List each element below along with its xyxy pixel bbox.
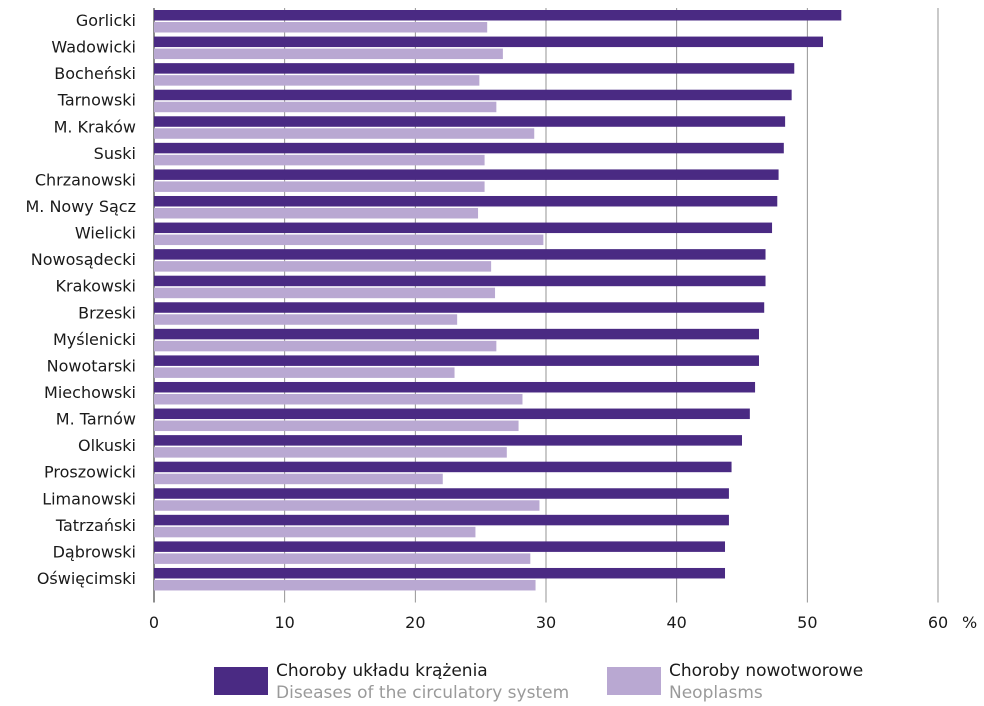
category-label: Miechowski (44, 383, 136, 402)
x-tick-label: 50 (797, 613, 817, 632)
bar-neoplasms (154, 234, 544, 246)
bar-circulatory (154, 541, 726, 552)
bar-circulatory (154, 328, 759, 340)
legend-label-neoplasms: Choroby nowotworowe (669, 661, 864, 681)
category-label: Wielicki (75, 224, 136, 243)
bar-neoplasms (154, 75, 480, 86)
bar-circulatory (154, 195, 778, 207)
bars-group (154, 10, 842, 591)
bar-neoplasms (154, 287, 496, 299)
bar-circulatory (154, 36, 824, 48)
legend-label-circulatory: Choroby układu krążenia (276, 661, 488, 681)
bar-neoplasms (154, 526, 476, 538)
bar-circulatory (154, 461, 732, 473)
legend-item-circulatory: Choroby układu krążenia Diseases of the … (214, 660, 569, 704)
category-label: Limanowski (42, 489, 136, 508)
bar-circulatory (154, 302, 765, 313)
category-label: Myślenicki (53, 330, 136, 349)
bar-neoplasms (154, 340, 497, 352)
category-label: Tarnowski (57, 91, 136, 110)
category-label: Chrzanowski (35, 170, 136, 189)
x-tick-label: 0 (149, 613, 159, 632)
bar-neoplasms (154, 367, 455, 378)
bar-neoplasms (154, 48, 503, 60)
bar-neoplasms (154, 207, 479, 219)
bar-circulatory (154, 63, 795, 74)
bar-circulatory (154, 514, 729, 526)
bar-circulatory (154, 488, 729, 499)
bar-neoplasms (154, 393, 523, 405)
category-label: Olkuski (78, 436, 136, 455)
category-label: Suski (94, 144, 136, 163)
x-tick-label: 60 (928, 613, 948, 632)
bar-neoplasms (154, 420, 519, 432)
category-label: Oświęcimski (37, 569, 136, 588)
bar-circulatory (154, 408, 750, 420)
category-label: M. Tarnów (56, 410, 136, 429)
category-label: Bocheński (54, 64, 136, 83)
x-tick-label: 20 (405, 613, 425, 632)
bar-neoplasms (154, 128, 535, 139)
bar-circulatory (154, 567, 726, 579)
bar-circulatory (154, 169, 779, 180)
bar-circulatory (154, 435, 742, 446)
bar-neoplasms (154, 314, 458, 325)
category-label: Nowosądecki (31, 250, 136, 269)
bar-neoplasms (154, 500, 540, 511)
bar-neoplasms (154, 22, 488, 33)
bar-neoplasms (154, 261, 492, 272)
category-label: M. Nowy Sącz (25, 197, 136, 216)
x-tick-labels: 0 10 20 30 40 50 60 (149, 613, 948, 632)
legend-label-neoplasms-en: Neoplasms (669, 683, 763, 703)
legend-label-circulatory-en: Diseases of the circulatory system (276, 683, 570, 703)
bar-circulatory (154, 222, 773, 234)
category-label: Wadowicki (51, 38, 136, 57)
bar-circulatory (154, 249, 766, 260)
x-axis-unit: % (962, 613, 977, 632)
legend-item-neoplasms: Choroby nowotworowe Neoplasms (607, 660, 863, 704)
legend-swatch-circulatory (214, 667, 268, 695)
legend: Choroby układu krążenia Diseases of the … (0, 660, 984, 706)
bar-chart: Gorlicki Wadowicki Bocheński Tarnowski M. Kr… (25, 8, 977, 632)
x-tick-label: 30 (536, 613, 556, 632)
bar-neoplasms (154, 553, 531, 564)
bar-circulatory (154, 89, 792, 101)
category-label: Proszowicki (44, 463, 136, 482)
bar-neoplasms (154, 101, 497, 113)
bar-circulatory (154, 142, 784, 154)
bar-circulatory (154, 275, 766, 287)
bar-circulatory (154, 116, 786, 127)
category-label: M. Kraków (54, 117, 136, 136)
category-label: Tatrzański (55, 516, 136, 535)
x-tick-label: 10 (274, 613, 294, 632)
legend-swatch-neoplasms (607, 667, 661, 695)
category-label: Dąbrowski (53, 542, 136, 561)
category-label: Brzeski (78, 303, 136, 322)
category-label: Krakowski (56, 277, 137, 296)
bar-neoplasms (154, 579, 536, 591)
bar-neoplasms (154, 447, 507, 458)
bar-neoplasms (154, 181, 485, 192)
bar-circulatory (154, 355, 759, 366)
bar-circulatory (154, 10, 842, 21)
x-tick-label: 40 (666, 613, 686, 632)
category-label: Gorlicki (76, 11, 136, 30)
bar-neoplasms (154, 473, 443, 485)
category-label: Nowotarski (47, 356, 136, 375)
bar-circulatory (154, 381, 756, 393)
bar-neoplasms (154, 154, 485, 166)
category-labels: Gorlicki Wadowicki Bocheński Tarnowski M. Kr… (25, 11, 136, 588)
